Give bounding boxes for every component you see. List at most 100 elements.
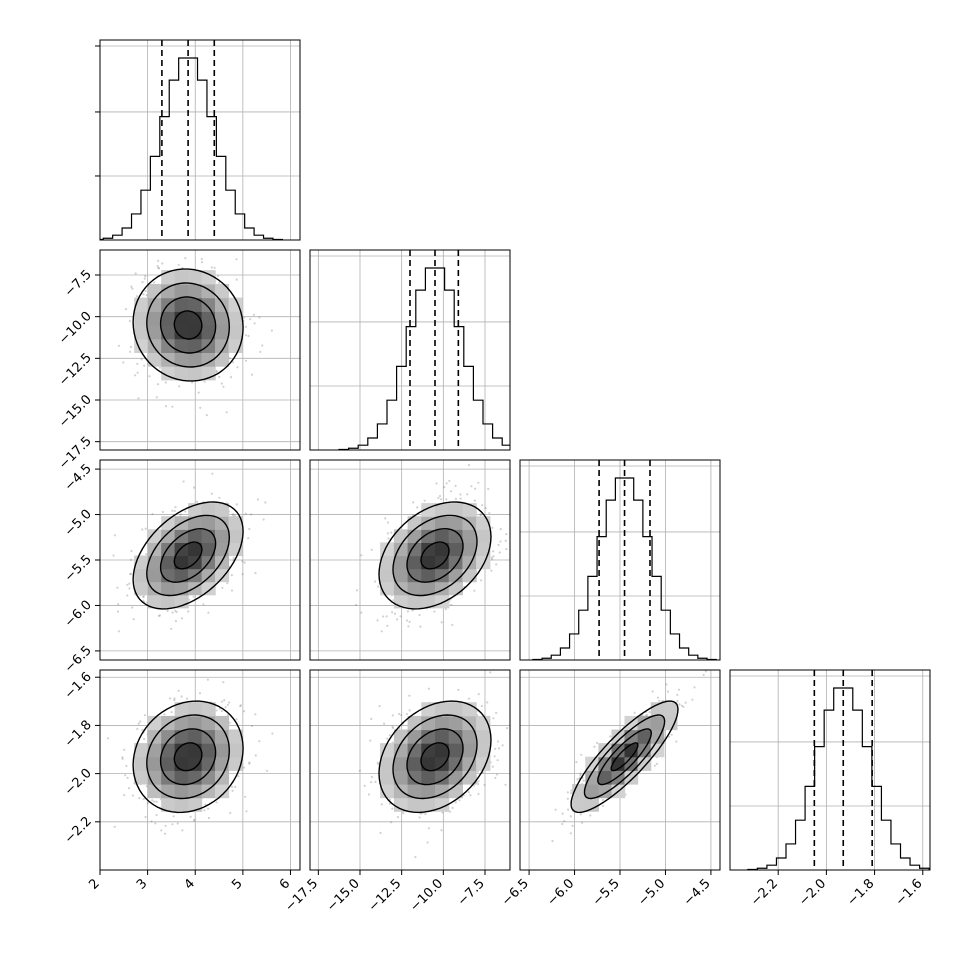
sample-point xyxy=(596,741,599,745)
sample-point xyxy=(122,361,125,364)
sample-point xyxy=(143,737,146,741)
sample-point xyxy=(175,610,178,614)
sample-point xyxy=(127,787,130,790)
density-cell xyxy=(407,743,422,758)
sample-point xyxy=(173,699,176,702)
density-cell xyxy=(462,542,477,557)
density-cell xyxy=(161,756,176,771)
sample-point xyxy=(270,329,273,332)
density-cell xyxy=(611,743,626,758)
density-cell xyxy=(572,797,586,812)
density-cell xyxy=(201,352,216,367)
density-cell xyxy=(188,797,203,812)
sample-point xyxy=(566,797,569,800)
density-cell xyxy=(407,542,422,557)
scatter-panel-3-0: 2 3 4 5 6−2.2−2.0−1.8−1.6 xyxy=(62,669,301,893)
sample-point xyxy=(112,554,115,557)
sample-point xyxy=(235,503,238,506)
sample-point xyxy=(222,681,225,684)
density-cell xyxy=(188,516,203,530)
x-tick-label: −5.5 xyxy=(590,876,623,909)
sample-point xyxy=(589,814,592,817)
sample-point xyxy=(180,617,184,620)
density-cell xyxy=(161,555,176,570)
sample-point xyxy=(191,381,194,384)
sample-point xyxy=(561,822,564,826)
density-cell xyxy=(435,743,450,758)
x-tick-label: 2 xyxy=(86,876,102,892)
sample-point xyxy=(676,693,679,697)
sample-point xyxy=(370,717,373,721)
density-cell xyxy=(393,568,409,583)
sample-point xyxy=(433,610,436,613)
sample-point xyxy=(567,808,570,811)
density-cell xyxy=(174,555,189,570)
sample-point xyxy=(477,782,480,786)
sample-point xyxy=(241,573,244,576)
sample-point xyxy=(247,334,250,338)
sample-point xyxy=(582,779,585,782)
sample-point xyxy=(418,613,421,617)
sample-point xyxy=(405,713,408,716)
contour-2-1-1 xyxy=(406,527,464,583)
panel-frame xyxy=(99,669,301,871)
density-cell xyxy=(663,702,678,717)
sample-point xyxy=(469,794,472,797)
sample-point xyxy=(231,789,234,792)
panel-frame xyxy=(519,459,721,661)
density-cell xyxy=(476,743,491,758)
sample-point xyxy=(393,612,397,615)
sample-point xyxy=(113,534,116,537)
density-cell xyxy=(448,702,463,717)
sample-point xyxy=(427,687,430,690)
sample-point xyxy=(185,697,189,700)
sample-point xyxy=(386,532,389,535)
density-cell xyxy=(188,283,203,299)
sample-point xyxy=(651,690,654,693)
sample-point xyxy=(96,301,98,303)
density-cell xyxy=(161,325,176,340)
sample-point xyxy=(134,374,137,377)
sample-point xyxy=(249,318,252,321)
sample-point xyxy=(161,262,164,265)
sample-point xyxy=(123,748,126,751)
sample-point xyxy=(156,265,159,268)
sample-point xyxy=(157,267,161,270)
sample-point xyxy=(467,791,470,794)
sample-point xyxy=(497,747,501,750)
sample-point xyxy=(658,699,661,703)
histogram-step-1 xyxy=(338,267,510,450)
sample-point xyxy=(231,513,234,516)
sample-point xyxy=(116,586,119,589)
contour-3-2-0 xyxy=(610,742,639,772)
x-tick-label: −6.5 xyxy=(499,876,532,909)
sample-point xyxy=(492,555,495,558)
sample-point xyxy=(440,621,443,624)
sample-point xyxy=(164,405,168,408)
density-cell xyxy=(188,366,203,381)
density-cell xyxy=(134,756,149,771)
sample-point xyxy=(479,513,482,516)
density-cell xyxy=(215,311,230,326)
density-cell xyxy=(201,784,216,799)
density-cell xyxy=(201,503,216,517)
sample-point xyxy=(473,499,476,502)
sample-point xyxy=(153,800,156,803)
density-cell xyxy=(147,297,162,312)
sample-point xyxy=(137,722,140,725)
sample-point xyxy=(192,595,195,598)
sample-point xyxy=(235,718,238,721)
sample-point xyxy=(486,701,489,704)
sample-point xyxy=(123,794,126,797)
density-cell xyxy=(134,581,149,596)
sample-point xyxy=(504,539,507,543)
sample-point xyxy=(496,759,499,762)
contour-3-1-2 xyxy=(392,714,478,800)
density-cell xyxy=(421,729,436,744)
sample-point xyxy=(491,558,494,561)
sample-point xyxy=(655,762,659,766)
sample-point xyxy=(226,703,229,706)
sample-point xyxy=(376,619,379,622)
sample-point xyxy=(477,792,480,796)
sample-point xyxy=(398,712,401,716)
